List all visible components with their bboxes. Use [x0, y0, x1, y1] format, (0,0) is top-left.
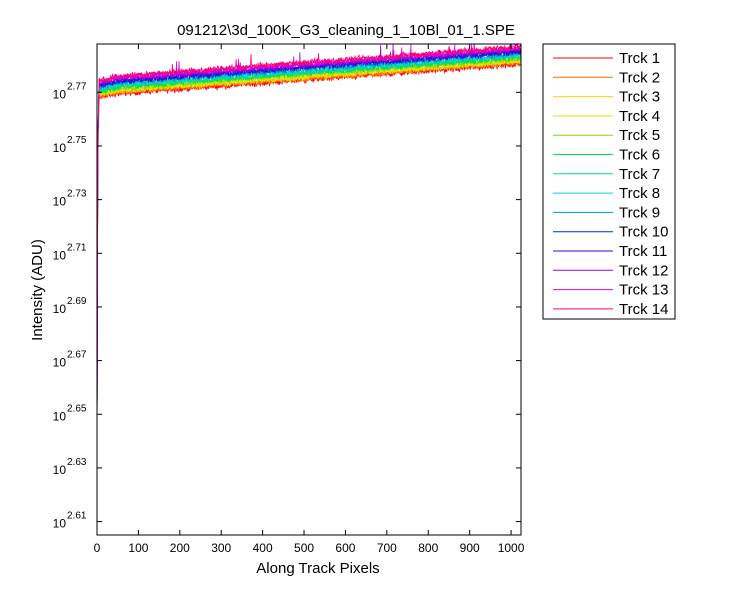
x-tick-label: 100: [128, 541, 148, 555]
x-tick-label: 300: [211, 541, 231, 555]
y-tick-exponent: 2.69: [67, 296, 87, 307]
legend-entry: Trck 5: [619, 127, 660, 144]
y-tick-base: 10: [53, 463, 67, 477]
x-tick-label: 800: [418, 541, 438, 555]
legend-entry: Trck 1: [619, 50, 660, 67]
y-tick-exponent: 2.63: [67, 457, 87, 468]
y-tick-base: 10: [53, 141, 67, 155]
legend-entry: Trck 6: [619, 147, 660, 164]
chart-title: 091212\3d_100K_G3_cleaning_1_10Bl_01_1.S…: [177, 22, 515, 39]
series-line: [97, 49, 521, 447]
x-tick-label: 600: [335, 541, 355, 555]
y-axis: 102.61102.63102.65102.67102.69102.71102.…: [53, 81, 521, 531]
legend-entry: Trck 10: [619, 224, 668, 241]
legend-entry: Trck 11: [619, 243, 667, 260]
y-tick-base: 10: [53, 87, 67, 101]
y-tick-exponent: 2.77: [67, 81, 87, 92]
legend-entry: Trck 13: [619, 282, 668, 299]
x-tick-label: 400: [253, 541, 273, 555]
y-tick-exponent: 2.65: [67, 403, 87, 414]
legend-entry: Trck 2: [619, 69, 660, 86]
legend-entry: Trck 7: [619, 166, 660, 183]
x-tick-label: 700: [377, 541, 397, 555]
y-tick-exponent: 2.61: [67, 511, 87, 522]
y-tick-base: 10: [53, 517, 67, 531]
legend: Trck 1 Trck 2 Trck 3 Trck 4 Trck 5 Trck 6 Trck…: [542, 43, 676, 320]
x-tick-label: 200: [170, 541, 190, 555]
legend-entry: Trck 8: [619, 185, 660, 202]
legend-entry: Trck 14: [619, 301, 668, 318]
x-tick-label: 900: [460, 541, 480, 555]
legend-entry: Trck 3: [619, 89, 660, 106]
legend-box: [542, 43, 676, 320]
x-tick-label: 500: [294, 541, 314, 555]
y-tick-base: 10: [53, 409, 67, 423]
x-axis: 0 100 200 300 400 500 600 700 800 900 1000: [94, 44, 525, 555]
y-tick-base: 10: [53, 248, 67, 262]
x-tick-label: 0: [94, 541, 101, 555]
y-tick-exponent: 2.75: [67, 135, 87, 146]
x-axis-label: Along Track Pixels: [256, 560, 379, 577]
y-tick-exponent: 2.73: [67, 189, 87, 200]
y-axis-label: Intensity (ADU): [29, 239, 46, 341]
legend-entry: Trck 9: [619, 204, 660, 221]
series-layer: [97, 44, 521, 447]
plot-area: [97, 44, 521, 535]
y-tick-base: 10: [53, 356, 67, 370]
y-tick-exponent: 2.67: [67, 350, 87, 361]
plot-frame: [96, 43, 522, 536]
y-tick-base: 10: [53, 302, 67, 316]
y-tick-base: 10: [53, 195, 67, 209]
y-tick-exponent: 2.71: [67, 242, 87, 253]
legend-entry: Trck 12: [619, 262, 668, 279]
series-line: [97, 44, 521, 447]
legend-entry: Trck 4: [619, 108, 660, 125]
x-tick-label: 1000: [498, 541, 525, 555]
